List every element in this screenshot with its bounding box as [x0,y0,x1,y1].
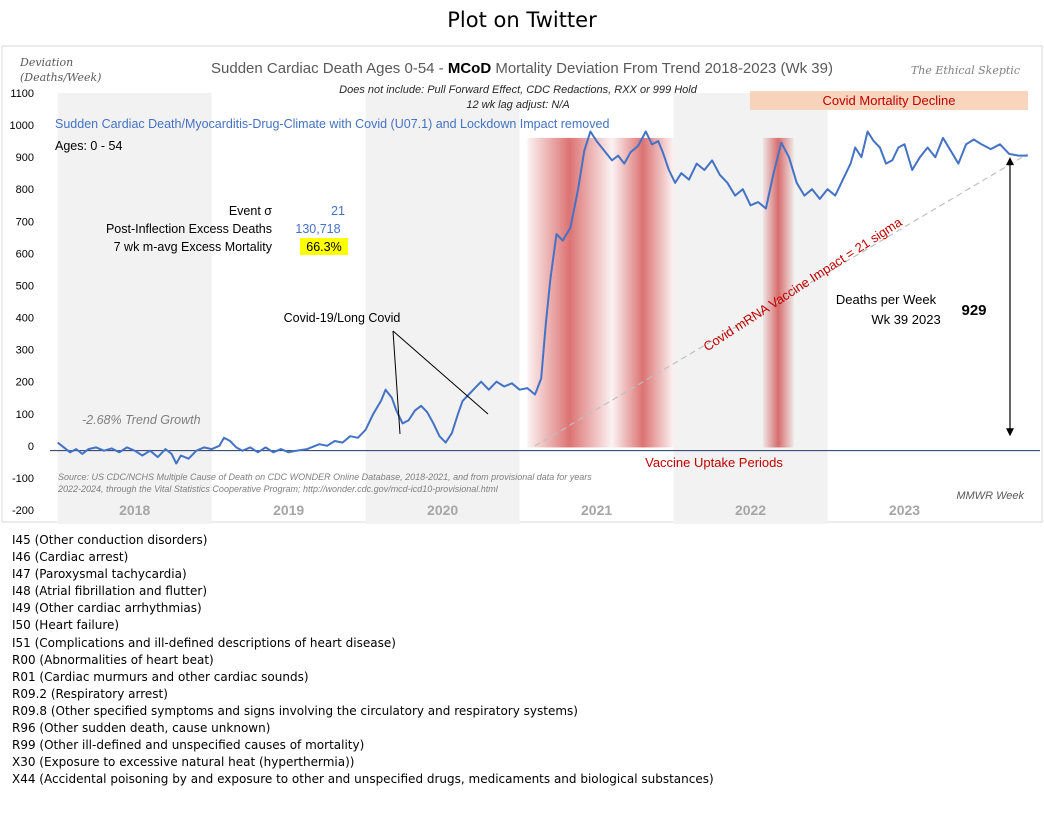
year-label: 2023 [889,502,920,518]
stat-value: 21 [331,204,345,218]
year-label: 2019 [273,502,304,518]
covid-decline-box [750,91,1028,110]
icd-code-item: X30 (Exposure to excessive natural heat … [12,755,355,770]
icd-code-item: I49 (Other cardiac arrhythmias) [12,601,202,616]
stat-value: 130,718 [295,222,340,236]
icd-code-item: I48 (Atrial fibrillation and flutter) [12,584,208,599]
trend-growth-label: -2.68% Trend Growth [82,413,201,427]
y-axis-label-2: (Deaths/Week) [20,71,101,84]
mortality-chart: Covid Mortality Decline -200 -100 0 100 200 3… [1,45,1043,524]
vaccine-bands [527,137,794,448]
deaths-per-week-label: Deaths per Week [836,292,937,307]
covid-annotation-line [392,330,401,435]
ages-label: Ages: 0 - 54 [55,139,122,153]
arrow-head-up [1006,157,1014,166]
y-tick-label: 700 [16,216,34,228]
deaths-arrow [1006,157,1014,437]
stat-highlight [300,238,348,255]
icd-code-item: R09.8 (Other specified symptoms and sign… [12,703,578,718]
stat-label: Event σ [229,204,272,218]
vaccine-band [527,137,612,448]
source-note-2: 2022-2024, through the Vital Statistics … [57,484,499,494]
icd-code-item: X44 (Accidental poisoning by and exposur… [12,772,714,787]
year-band [365,93,520,524]
deaths-value: 929 [961,302,986,319]
vaccine-uptake-label: Vaccine Uptake Periods [645,455,783,470]
icd-code-item: R09.2 (Respiratory arrest) [12,686,168,701]
x-axis: 2018 2019 2020 2021 2022 2023 [119,502,920,518]
data-series-line [57,130,1028,465]
stats-panel: Event σ 21 Post-Inflection Excess Deaths… [106,204,348,255]
chart-title-bold: MCoD [448,60,491,77]
chart-title-suffix: Mortality Deviation From Trend 2018-2023… [491,60,833,77]
chart-title-prefix: Sudden Cardiac Death Ages 0-54 - [211,60,448,77]
icd-codes-list: I45 (Other conduction disorders) I46 (Car… [12,532,714,788]
stat-label: Post-Inflection Excess Deaths [106,222,272,236]
icd-code-item: R99 (Other ill-defined and unspecified c… [12,738,365,753]
y-tick-label: -100 [12,473,34,485]
chart-subtitle-2: 12 wk lag adjust: N/A [466,99,569,111]
x-axis-label: MMWR Week [956,490,1024,502]
y-tick-label: 800 [16,184,34,196]
chart-subtitle-1: Does not include: Pull Forward Effect, C… [339,84,698,96]
vaccine-impact-trendline [534,153,1028,447]
year-label: 2021 [581,502,612,518]
year-label: 2022 [735,502,766,518]
icd-code-item: R00 (Abnormalities of heart beat) [12,652,214,667]
source-note-1: Source: US CDC/NCHS Multiple Cause of De… [58,472,592,482]
covid-annotation-line [392,330,489,415]
icd-code-item: I45 (Other conduction disorders) [12,533,208,547]
y-tick-label: 0 [28,441,34,453]
chart-title: Sudden Cardiac Death Ages 0-54 - MCoD Mo… [211,60,833,77]
deaths-week-label: Wk 39 2023 [871,312,940,327]
icd-code-item: I50 (Heart failure) [12,618,120,633]
y-tick-label: 400 [16,313,34,325]
stat-label: 7 wk m-avg Excess Mortality [114,240,273,254]
covid-annotation-label: Covid-19/Long Covid [284,311,401,325]
y-tick-label: 600 [16,248,34,260]
y-tick-label: 300 [16,345,34,357]
vaccine-band [762,137,794,448]
y-tick-label: 1100 [10,88,34,100]
page-title: Plot on Twitter [447,8,597,32]
y-tick-label: 100 [16,409,34,421]
icd-code-item: R01 (Cardiac murmurs and other cardiac s… [12,669,309,684]
y-axis: -200 -100 0 100 200 300 400 500 600 700 800 900 1000… [10,88,34,517]
y-axis-label-1: Deviation [19,56,73,69]
icd-code-item: I46 (Cardiac arrest) [12,550,129,565]
year-label: 2018 [119,502,150,518]
arrow-head-down [1006,428,1014,437]
vaccine-band [611,137,674,448]
y-tick-label: 200 [16,377,34,389]
icd-code-item: R96 (Other sudden death, cause unknown) [12,721,271,736]
stat-value: 66.3% [306,240,341,254]
icd-code-item: I47 (Paroxysmal tachycardia) [12,567,187,582]
covid-decline-label: Covid Mortality Decline [823,93,956,108]
watermark: The Ethical Skeptic [911,64,1020,77]
year-label: 2020 [427,502,458,518]
y-tick-label: 500 [16,280,34,292]
icd-code-item: I51 (Complications and ill-defined descr… [12,635,396,650]
y-tick-label: 900 [16,152,34,164]
series-legend-label: Sudden Cardiac Death/Myocarditis-Drug-Cl… [55,117,609,131]
y-tick-label: -200 [12,505,34,517]
y-tick-label: 1000 [10,120,34,132]
